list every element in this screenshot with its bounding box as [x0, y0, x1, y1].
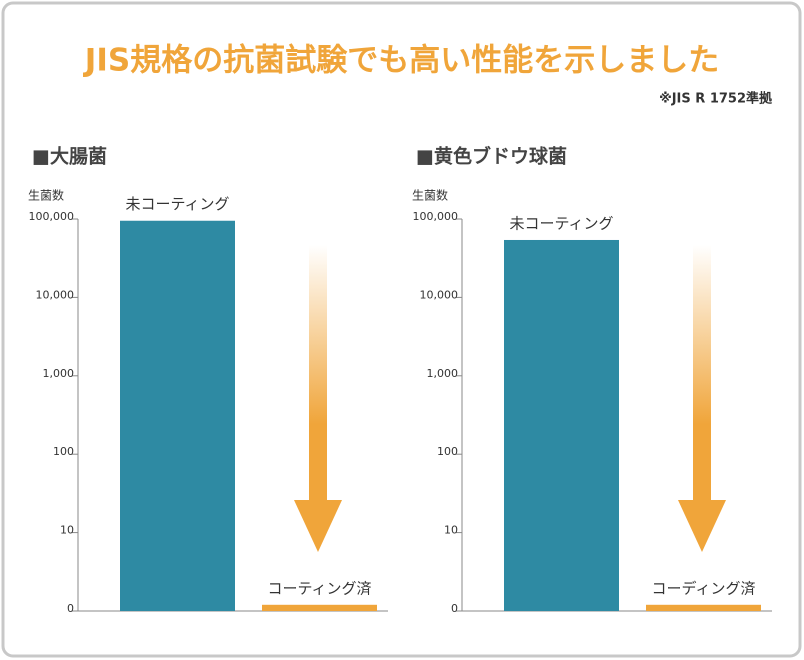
y-tick-label: 10,000 [36, 288, 75, 301]
bar [120, 220, 235, 612]
y-tick-label: 10 [60, 524, 74, 537]
y-tick-label: 10 [444, 524, 458, 537]
bar-label: コーティング済 [267, 579, 371, 597]
bar [646, 604, 761, 611]
y-tick-label: 100,000 [413, 210, 459, 223]
bar [262, 604, 377, 611]
page-title: JIS規格の抗菌試験でも高い性能を示しました [83, 43, 719, 79]
chart-title: ■大腸菌 [32, 145, 107, 168]
y-tick-label: 100 [437, 445, 458, 458]
y-axis-label: 生菌数 [412, 188, 448, 203]
y-tick-label: 0 [67, 602, 74, 615]
chart-title: ■黄色ブドウ球菌 [416, 145, 567, 168]
bar [504, 239, 619, 611]
bar-label: 未コーティング [509, 214, 613, 232]
arrow [678, 245, 726, 552]
note: ※JIS R 1752準拠 [659, 91, 773, 107]
y-tick-label: 100 [53, 445, 74, 458]
y-tick-label: 1,000 [427, 367, 459, 380]
arrow [294, 245, 342, 552]
bar-label: コーディング済 [652, 579, 756, 597]
y-tick-label: 100,000 [29, 210, 75, 223]
bar-label: 未コーティング [125, 195, 229, 213]
y-tick-label: 0 [451, 602, 458, 615]
y-axis-label: 生菌数 [28, 188, 64, 203]
y-tick-label: 1,000 [43, 367, 75, 380]
y-tick-label: 10,000 [420, 288, 459, 301]
